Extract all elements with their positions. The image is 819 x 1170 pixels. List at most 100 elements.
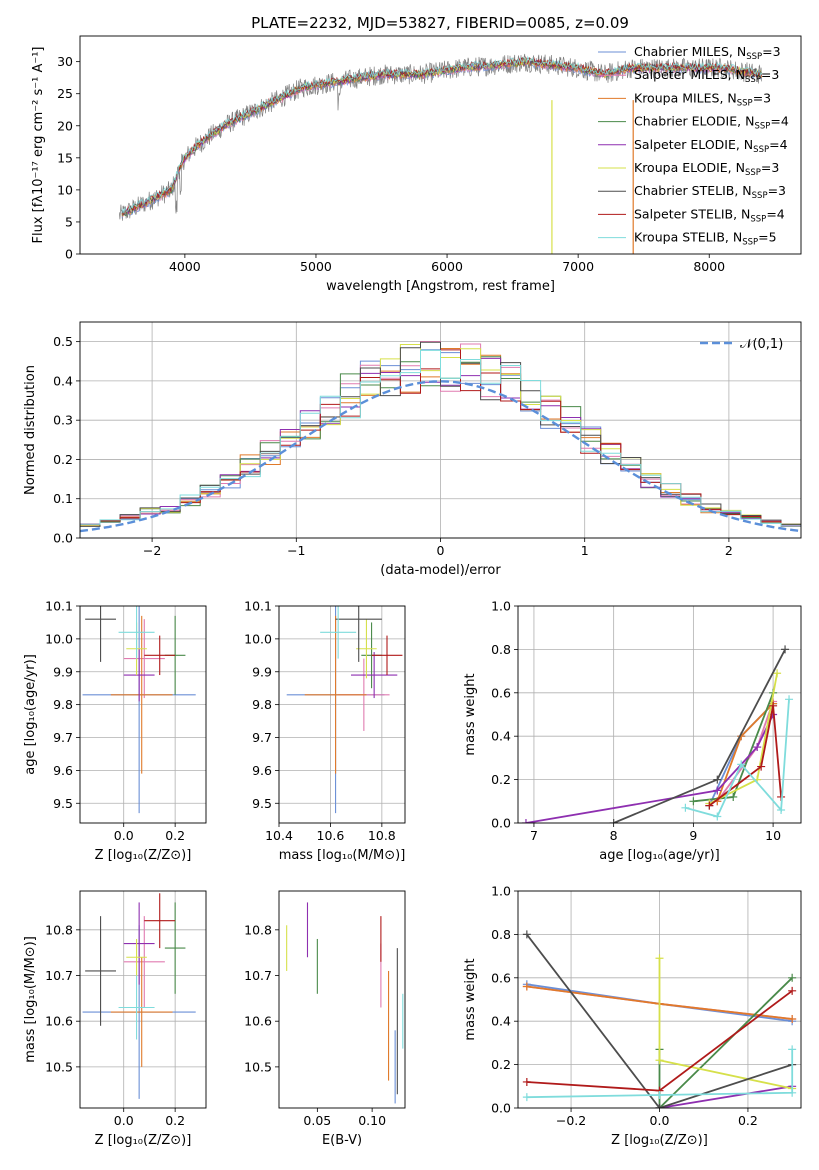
weight-marker-8	[655, 1090, 664, 1099]
y-tick-label: 25	[57, 86, 73, 101]
model-spectrum-8	[121, 55, 763, 214]
weight-marker-5	[655, 954, 664, 963]
panel-mass-vs-ebv: 0.05 0.10 10.5 10.6 10.7 10.8 E(B-V)	[244, 890, 406, 1148]
y-tick-label: 9.9	[53, 664, 73, 679]
figure-title: PLATE=2232, MJD=53827, FIBERID=0085, z=0…	[251, 14, 629, 32]
weight-marker-6	[522, 930, 531, 939]
x-tick-label: 7	[530, 828, 538, 843]
y-axis-label: mass weight	[463, 673, 478, 755]
x-tick-label: 0.0	[114, 828, 134, 843]
weight-marker-8	[713, 812, 722, 821]
x-tick-label: −1	[287, 543, 305, 558]
x-tick-label: 8000	[693, 259, 725, 274]
y-tick-label: 9.9	[252, 664, 272, 679]
y-tick-label: 0.6	[491, 970, 511, 985]
panel-mass-vs-z: 0.0 0.2 10.5 10.6 10.7 10.8 Z [log₁₀(Z/Z⊙)] mas…	[23, 890, 207, 1148]
weight-line-7	[708, 705, 782, 807]
weight-marker-3	[788, 973, 797, 982]
x-axis-label: wavelength [Angstrom, rest frame]	[326, 279, 555, 294]
histogram-8	[80, 349, 801, 538]
weight-marker-5	[773, 669, 782, 678]
panel-spectrum: 4000 5000 6000 7000 8000 0 5 10 15 20 25 30 waveleng…	[31, 35, 802, 294]
x-tick-label: −0.2	[556, 1113, 586, 1128]
y-tick-label: 0.2	[491, 1057, 511, 1072]
y-tick-label: 0.0	[491, 816, 511, 831]
weight-marker-2	[522, 982, 531, 991]
legend-entry: 𝒩(0,1)	[740, 337, 783, 352]
axes-frame	[278, 605, 406, 824]
y-tick-label: 0.8	[491, 642, 511, 657]
x-tick-label: 0	[437, 543, 445, 558]
weight-marker-6	[781, 645, 790, 654]
x-tick-label: 0.05	[303, 1113, 331, 1128]
axes-frame	[79, 890, 207, 1109]
y-tick-label: 10.6	[244, 1014, 272, 1029]
panel-age-vs-mass: 10.4 10.6 10.8 9.5 9.6 9.7 9.8 9.9 10.0 10.1 mass …	[244, 599, 406, 863]
y-tick-label: 0.2	[53, 452, 73, 467]
y-tick-label: 9.6	[53, 763, 73, 778]
plot-area	[80, 341, 801, 538]
y-axis-label: age [log₁₀(age/yr)]	[23, 654, 38, 775]
x-tick-label: 10.6	[317, 828, 345, 843]
y-tick-label: 10.7	[244, 968, 272, 983]
axes-frame	[79, 321, 802, 539]
legend-entry: Chabrier STELIB, NSSP=3	[634, 183, 786, 201]
y-tick-label: 9.5	[53, 796, 73, 811]
y-tick-label: 10.0	[244, 631, 272, 646]
legend-entry: Chabrier MILES, NSSP=3	[634, 44, 781, 62]
weight-marker-8	[522, 1093, 531, 1102]
x-axis-label: mass [log₁₀(M/M⊙)]	[279, 848, 406, 863]
y-tick-label: 9.8	[53, 697, 73, 712]
x-tick-label: 0.2	[165, 828, 185, 843]
y-tick-label: 0.0	[491, 1101, 511, 1116]
weight-marker-2	[788, 1015, 797, 1024]
x-axis-label: Z [log₁₀(Z/Z⊙)]	[611, 1133, 708, 1148]
weight-line-6	[526, 933, 793, 1108]
x-tick-label: 7000	[562, 259, 594, 274]
weight-marker-5	[655, 1056, 664, 1065]
y-tick-label: 0.2	[491, 772, 511, 787]
y-tick-label: 10.1	[45, 599, 73, 614]
y-tick-label: 9.8	[252, 697, 272, 712]
y-tick-label: 9.7	[252, 730, 272, 745]
x-tick-label: 0.2	[738, 1113, 758, 1128]
weight-marker-4	[753, 743, 762, 752]
weight-line-8	[526, 1049, 794, 1099]
y-tick-label: 0	[65, 247, 73, 262]
weight-marker-8	[737, 760, 746, 769]
y-tick-label: 0.6	[491, 685, 511, 700]
x-tick-label: 8	[610, 828, 618, 843]
weight-line-4	[659, 1085, 793, 1108]
axes-frame	[79, 35, 802, 255]
plot-area	[118, 53, 763, 254]
weight-marker-6	[713, 775, 722, 784]
y-tick-label: 10.6	[45, 1014, 73, 1029]
x-tick-label: 9	[689, 828, 697, 843]
x-tick-label: 0.0	[650, 1113, 670, 1128]
x-tick-label: 0.2	[165, 1113, 185, 1128]
y-tick-label: 1.0	[491, 599, 511, 614]
y-tick-label: 10.0	[45, 631, 73, 646]
weight-marker-3	[689, 797, 698, 806]
legend-entry: Chabrier ELODIE, NSSP=4	[634, 114, 789, 132]
x-tick-label: 10	[765, 828, 781, 843]
y-tick-label: 0.4	[491, 729, 511, 744]
y-tick-label: 9.7	[53, 730, 73, 745]
weight-marker-8	[788, 1045, 797, 1054]
weight-marker-7	[769, 701, 778, 710]
x-tick-label: 4000	[169, 259, 201, 274]
weight-marker-4	[521, 819, 530, 823]
x-tick-label: 10.4	[265, 828, 293, 843]
y-tick-label: 10.8	[45, 922, 73, 937]
y-axis-label: mass weight	[463, 958, 478, 1040]
y-tick-label: 10.7	[45, 968, 73, 983]
panel-age-vs-z: 0.0 0.2 9.5 9.6 9.7 9.8 9.9 10.0 10.1 Z [log₁₀(Z/…	[23, 599, 207, 863]
plot-area	[286, 902, 404, 1104]
y-tick-label: 10.8	[244, 922, 272, 937]
y-tick-label: 0.4	[53, 373, 73, 388]
weight-line-4	[525, 714, 774, 823]
legend-entry: Kroupa ELODIE, NSSP=3	[634, 160, 779, 178]
weight-marker-8	[777, 805, 786, 814]
weight-marker-7	[522, 1077, 531, 1086]
plot-area	[521, 645, 794, 823]
